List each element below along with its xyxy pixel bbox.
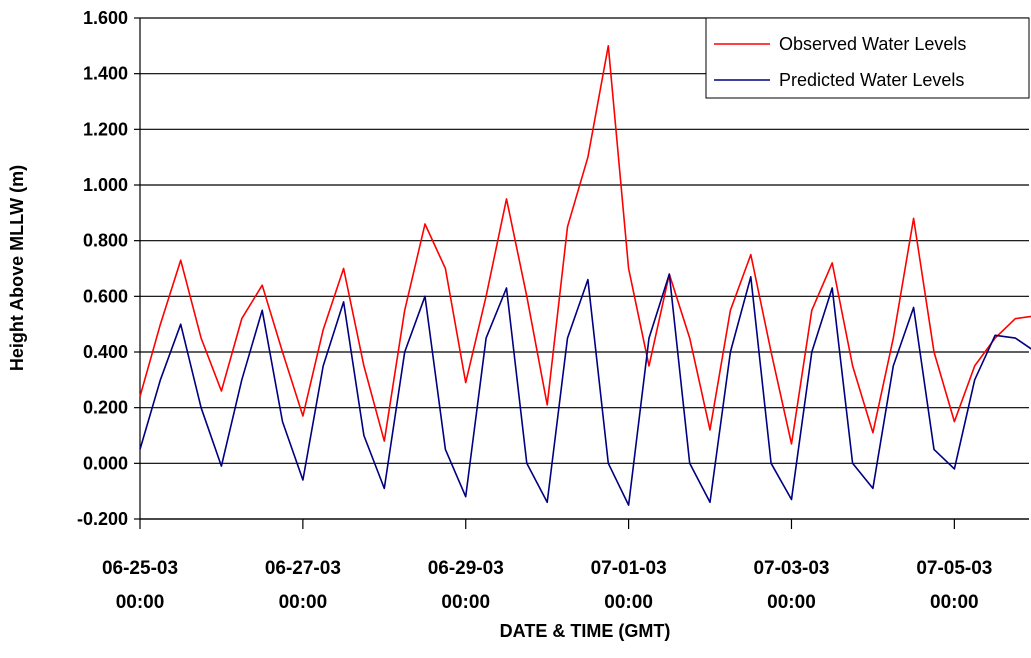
x-tick-label-date: 06-25-03 (102, 558, 178, 579)
series-line-predicted (139, 273, 1031, 506)
axes (134, 17, 1029, 529)
y-tick-label: -0.200 (77, 509, 128, 529)
y-axis-title: Height Above MLLW (m) (7, 165, 27, 371)
legend-box (705, 17, 1030, 99)
y-tick-label: 1.000 (83, 175, 128, 195)
y-tick-labels: -0.200 0.000 0.200 0.400 0.600 0.800 1.000 1.20… (77, 8, 128, 529)
x-tick-label-time: 00:00 (604, 592, 653, 613)
series-group (139, 45, 1031, 506)
x-axis-title: DATE & TIME (GMT) (500, 621, 671, 641)
y-tick-label: 0.400 (83, 342, 128, 362)
y-tick-label: 0.800 (83, 231, 128, 251)
x-tick-label-date: 06-27-03 (265, 558, 341, 579)
x-tick-label-time: 00:00 (279, 592, 328, 613)
y-tick-label: 1.200 (83, 119, 128, 139)
x-tick-label-date: 07-05-03 (916, 558, 992, 579)
x-tick-label-time: 00:00 (116, 592, 165, 613)
y-tick-label: 1.600 (83, 8, 128, 28)
legend: Observed Water Levels Predicted Water Le… (705, 17, 1030, 99)
y-tick-label: 0.600 (83, 286, 128, 306)
x-tick-label-date: 06-29-03 (428, 558, 504, 579)
x-tick-label-date: 07-03-03 (753, 558, 829, 579)
x-tick-label-date: 07-01-03 (591, 558, 667, 579)
x-tick-label-time: 00:00 (767, 592, 816, 613)
legend-label-predicted: Predicted Water Levels (779, 70, 964, 90)
x-tick-label-time: 00:00 (441, 592, 490, 613)
x-tick-labels: 06-25-03 00:00 06-27-03 00:00 06-29-03 00:00 0… (102, 558, 992, 613)
y-tick-label: 0.200 (83, 398, 128, 418)
legend-label-observed: Observed Water Levels (779, 34, 966, 54)
y-tick-label: 0.000 (83, 453, 128, 473)
x-tick-label-time: 00:00 (930, 592, 979, 613)
series-line-observed (139, 45, 1031, 445)
y-tick-label: 1.400 (83, 64, 128, 84)
